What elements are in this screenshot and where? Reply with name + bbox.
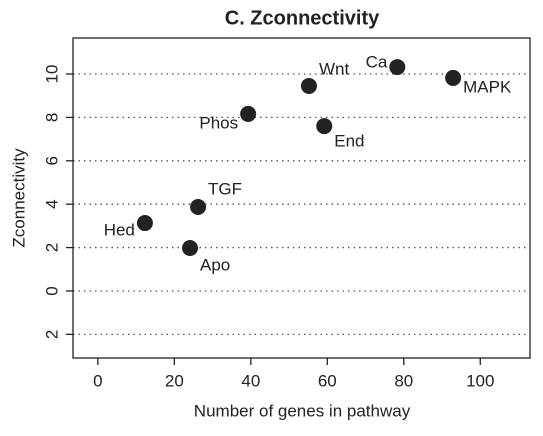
point-label: Wnt — [319, 59, 350, 78]
plot-frame — [72, 37, 531, 359]
y-tick-label: 6 — [42, 156, 61, 165]
y-tick-label: 0 — [42, 286, 61, 295]
x-axis-title: Number of genes in pathway — [194, 401, 411, 420]
point — [182, 240, 199, 257]
point-label: End — [334, 132, 364, 151]
y-axis-title: Zconnectivity — [9, 148, 28, 248]
point-label: Apo — [200, 255, 230, 274]
point — [300, 77, 317, 94]
y-tick-label: 2 — [42, 330, 61, 339]
x-tick-label: 80 — [394, 371, 413, 390]
y-tick-label: 10 — [42, 65, 61, 84]
y-tick-label: 4 — [42, 199, 61, 208]
y-tick-label: 8 — [42, 113, 61, 122]
x-tick-label: 40 — [241, 371, 260, 390]
point — [136, 215, 153, 232]
y-tick-label: 2 — [42, 243, 61, 252]
point-label: Phos — [199, 113, 238, 132]
point-label: Hed — [104, 221, 135, 240]
point-label: MAPK — [463, 77, 512, 96]
point — [389, 59, 406, 76]
point — [240, 105, 257, 122]
chart-title: C. Zconnectivity — [225, 7, 380, 29]
x-tick-label: 0 — [93, 371, 102, 390]
x-tick-label: 20 — [165, 371, 184, 390]
point — [190, 199, 207, 216]
point-label: Ca — [366, 53, 388, 72]
x-tick-label: 100 — [466, 371, 494, 390]
x-tick-label: 60 — [318, 371, 337, 390]
point — [316, 118, 333, 135]
point-label: TGF — [208, 179, 242, 198]
point — [445, 69, 462, 86]
